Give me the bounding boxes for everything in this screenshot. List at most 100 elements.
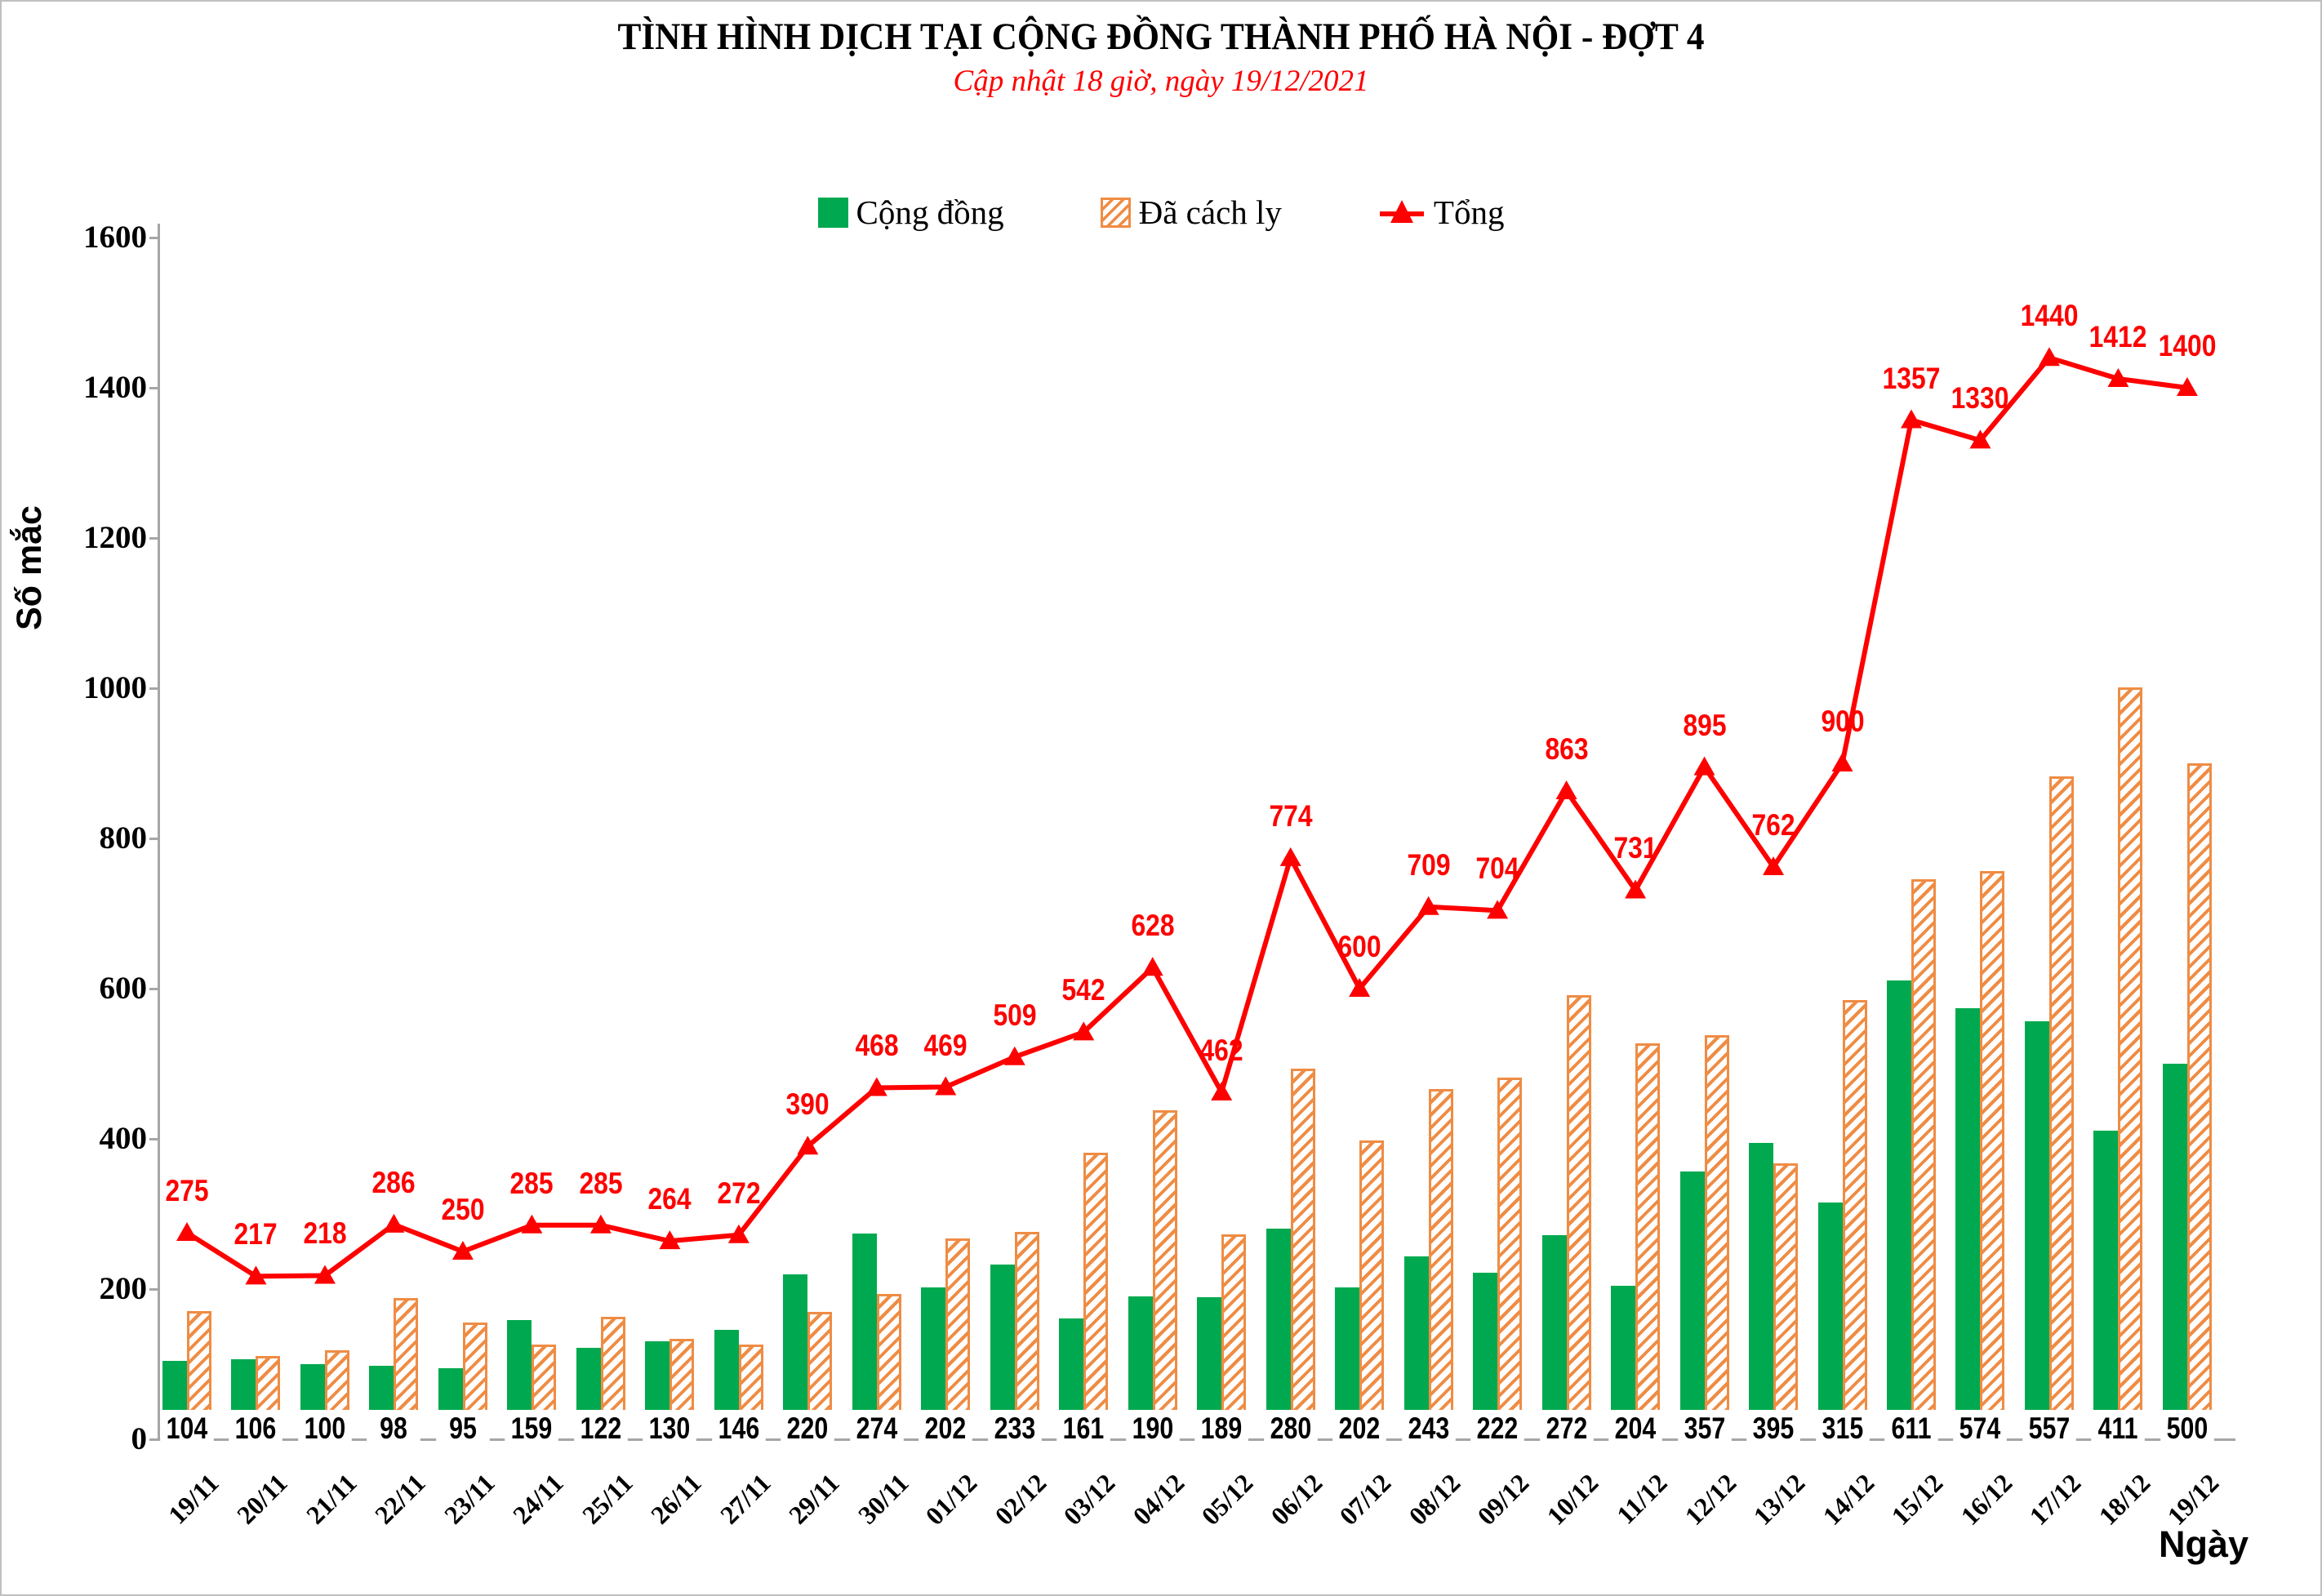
bar-value-label: 159 <box>505 1410 559 1447</box>
bar-cong-dong <box>852 1233 877 1439</box>
total-label: 250 <box>441 1193 485 1226</box>
bar-value-label: 122 <box>574 1410 628 1447</box>
bar-da-cach-ly <box>1428 1089 1453 1439</box>
bar-value-label: 220 <box>781 1410 835 1447</box>
x-axis-title: Ngày <box>2159 1523 2249 1565</box>
total-label: 469 <box>923 1028 968 1062</box>
bar-da-cach-ly <box>1911 878 1936 1439</box>
bar-da-cach-ly <box>1566 995 1591 1439</box>
bar-value-label: 204 <box>1608 1410 1662 1447</box>
bar-cong-dong <box>1749 1142 1774 1439</box>
bar-da-cach-ly <box>1497 1077 1523 1439</box>
bar-da-cach-ly <box>2048 776 2074 1439</box>
bar-value-label: 189 <box>1194 1410 1248 1447</box>
y-tick-label: 400 <box>99 1121 148 1156</box>
total-line-marker <box>1279 847 1301 866</box>
bar-da-cach-ly <box>1635 1043 1661 1439</box>
y-tick-mark <box>149 387 158 389</box>
bar-da-cach-ly <box>1359 1140 1385 1439</box>
bar-value-label: 557 <box>2022 1410 2076 1447</box>
bar-cong-dong <box>1887 980 1911 1439</box>
bar-value-label: 574 <box>1953 1410 2008 1447</box>
total-label: 731 <box>1613 831 1657 865</box>
red-line-triangle-marker-icon <box>1379 200 1424 223</box>
total-label: 600 <box>1337 930 1381 963</box>
bar-value-label: 202 <box>1332 1410 1386 1447</box>
total-label: 264 <box>647 1182 692 1216</box>
bar-cong-dong <box>2162 1064 2187 1439</box>
bar-value-label: 315 <box>1815 1410 1870 1447</box>
total-line-marker <box>659 1230 681 1250</box>
total-label: 762 <box>1751 807 1795 842</box>
y-tick-label: 800 <box>99 820 148 856</box>
total-label: 709 <box>1407 847 1451 882</box>
total-line-marker <box>1693 756 1715 776</box>
bar-cong-dong <box>2093 1130 2119 1439</box>
page-title: TÌNH HÌNH DỊCH TẠI CỘNG ĐỒNG THÀNH PHỐ H… <box>617 16 1705 58</box>
bar-cong-dong <box>1817 1203 1843 1439</box>
y-tick-label: 1400 <box>83 370 147 405</box>
bar-value-label: 357 <box>1677 1410 1732 1447</box>
total-line-marker <box>1763 856 1785 875</box>
hatched-bar-swatch-icon <box>1100 197 1131 228</box>
bar-da-cach-ly <box>2118 687 2143 1439</box>
bar-da-cach-ly <box>1152 1110 1177 1439</box>
total-line-marker <box>865 1077 887 1096</box>
bar-value-label: 500 <box>2160 1410 2214 1447</box>
y-tick-mark <box>149 237 158 239</box>
y-tick-label: 1600 <box>83 220 147 255</box>
legend-item-tong: Tổng <box>1378 193 1504 232</box>
legend-item-cong-dong: Cộng đồng <box>817 193 1004 232</box>
bar-da-cach-ly <box>1221 1234 1247 1439</box>
bar-value-label: 611 <box>1884 1410 1938 1447</box>
total-line-marker <box>1141 957 1163 976</box>
bar-da-cach-ly <box>1014 1232 1039 1439</box>
bar-value-label: 202 <box>919 1410 973 1447</box>
total-line-marker <box>935 1076 957 1096</box>
bar-da-cach-ly <box>1704 1035 1729 1439</box>
total-line-marker <box>797 1136 819 1155</box>
total-line-marker <box>314 1265 336 1284</box>
legend-item-da-cach-ly: Đã cách ly <box>1100 193 1282 232</box>
total-label: 774 <box>1269 798 1313 833</box>
total-label: 285 <box>509 1166 554 1200</box>
total-line-marker <box>2107 367 2129 387</box>
legend-label: Cộng đồng <box>856 193 1004 231</box>
bar-da-cach-ly <box>1842 999 1867 1439</box>
total-line-marker <box>1073 1021 1095 1041</box>
total-label: 509 <box>993 998 1037 1032</box>
bar-value-label: 161 <box>1056 1410 1111 1447</box>
legend-label: Đã cách ly <box>1138 193 1282 231</box>
total-line-marker <box>521 1214 543 1234</box>
total-label: 900 <box>1820 705 1865 738</box>
total-line-marker <box>1417 896 1439 915</box>
y-tick-label: 1000 <box>83 670 147 705</box>
total-label: 704 <box>1475 851 1519 886</box>
bar-da-cach-ly <box>1083 1153 1109 1439</box>
total-label: 462 <box>1199 1033 1243 1067</box>
y-tick-mark <box>149 687 158 690</box>
total-line-marker <box>1901 409 1922 429</box>
bar-da-cach-ly <box>945 1238 971 1439</box>
total-label: 1400 <box>2158 329 2217 362</box>
bar-value-label: 130 <box>643 1410 697 1447</box>
bar-value-label: 98 <box>367 1410 421 1447</box>
legend: Cộng đồng Đã cách ly Tổng <box>2 193 2320 232</box>
bar-value-label: 280 <box>1263 1410 1318 1447</box>
y-tick-mark <box>149 988 158 990</box>
y-tick-label: 0 <box>131 1421 148 1456</box>
total-label: 390 <box>785 1087 830 1122</box>
bar-cong-dong <box>1541 1234 1567 1439</box>
total-line-marker <box>1555 780 1577 800</box>
total-label: 275 <box>165 1174 209 1207</box>
total-line-marker <box>1969 429 1991 449</box>
total-line-marker <box>727 1224 750 1243</box>
bar-value-label: 190 <box>1125 1410 1180 1447</box>
bar-cong-dong <box>1679 1171 1705 1439</box>
total-label: 863 <box>1545 732 1589 767</box>
bar-cong-dong <box>1266 1229 1291 1439</box>
bar-value-label: 272 <box>1539 1410 1594 1447</box>
